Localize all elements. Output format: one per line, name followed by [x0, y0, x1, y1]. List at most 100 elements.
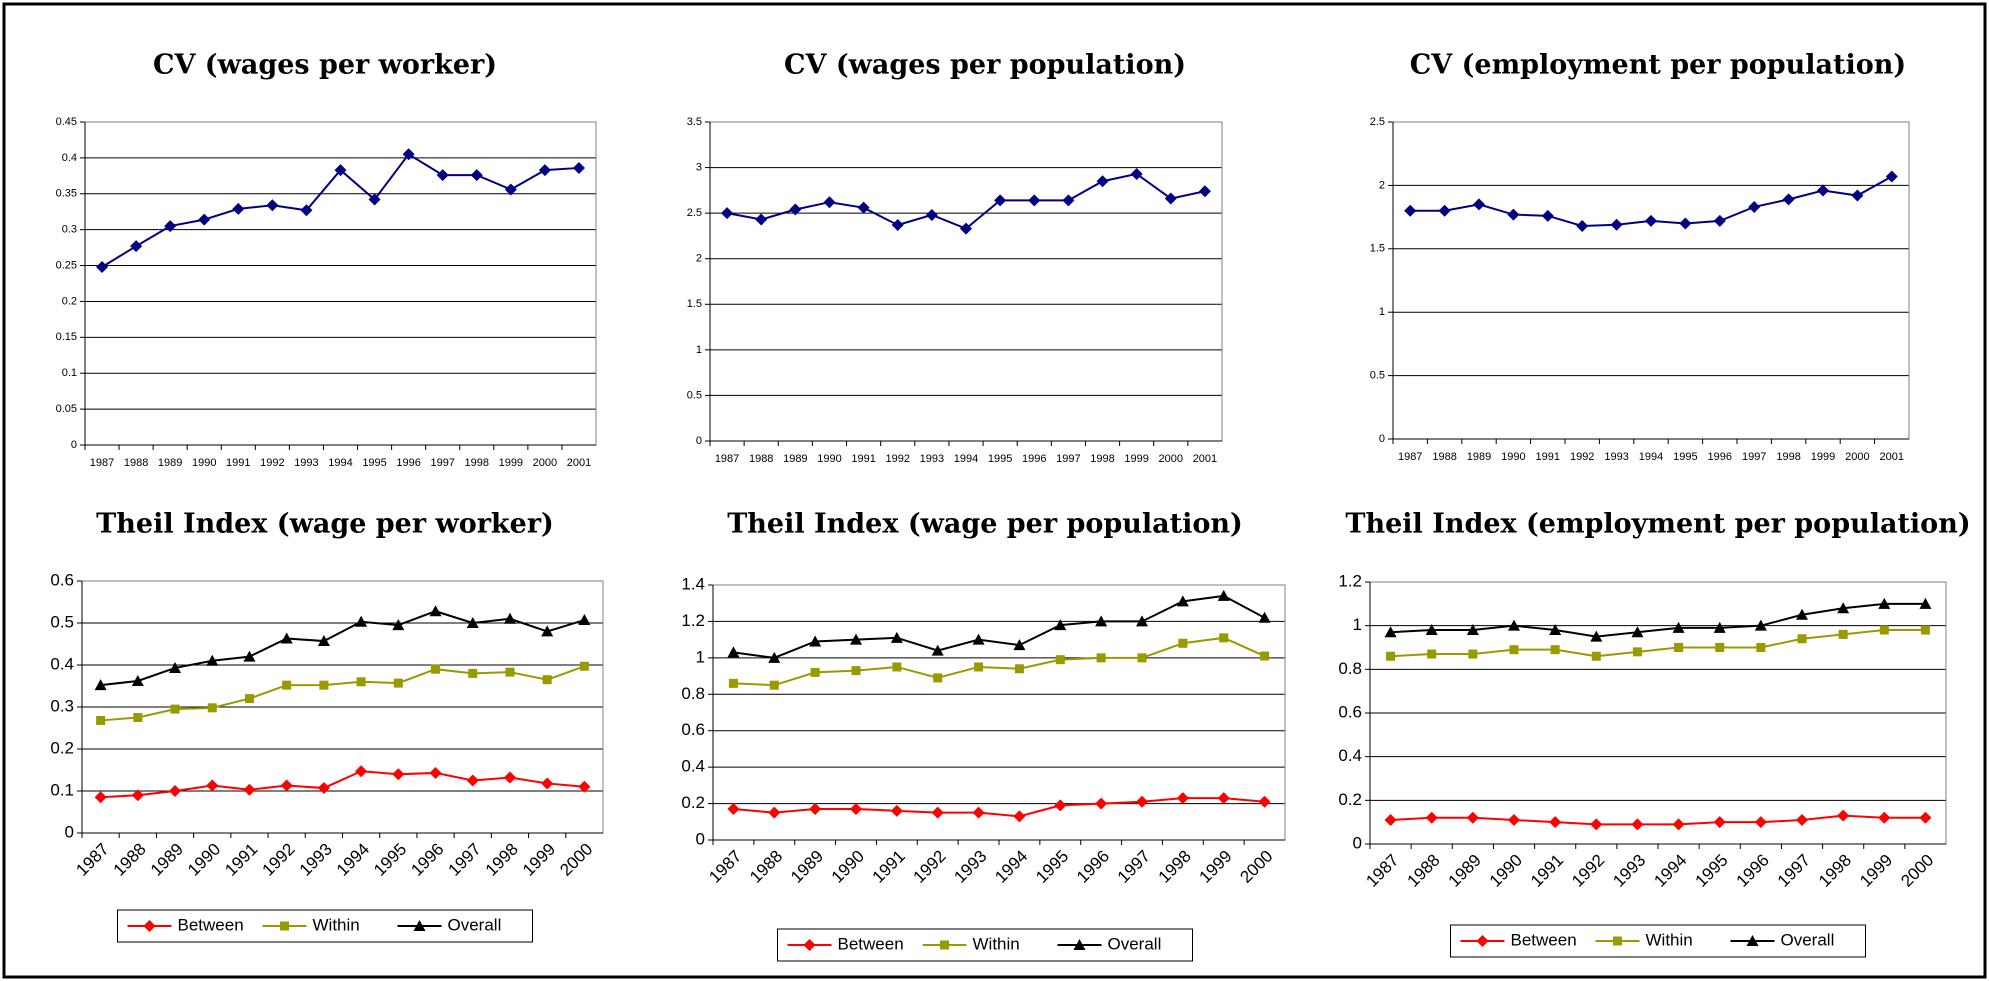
point	[356, 677, 366, 687]
x-tick-label: 1993	[1604, 451, 1628, 463]
point	[470, 169, 483, 182]
point	[1404, 204, 1417, 217]
x-tick-label: 2001	[1880, 451, 1904, 463]
legend-marker	[1476, 935, 1489, 947]
x-tick-label: 1999	[499, 457, 523, 469]
point	[789, 203, 802, 216]
point	[933, 673, 943, 683]
y-tick-label: 0.6	[1338, 702, 1362, 721]
x-tick-label: 1989	[1467, 451, 1491, 463]
point	[1258, 611, 1271, 623]
point	[1672, 621, 1685, 633]
point	[392, 768, 405, 781]
point	[1217, 589, 1230, 601]
y-tick-label: 0.05	[56, 403, 77, 415]
series-line	[100, 665, 585, 722]
point	[1384, 626, 1397, 638]
point	[755, 213, 768, 226]
point	[1838, 629, 1848, 639]
point	[1468, 649, 1478, 659]
point	[94, 791, 107, 804]
point	[857, 201, 870, 214]
point	[1748, 200, 1761, 213]
x-tick-label: 1997	[1056, 453, 1080, 465]
point	[1096, 653, 1106, 663]
x-tick-label: 1996	[1022, 453, 1046, 465]
point	[925, 208, 938, 221]
point	[538, 164, 551, 177]
legend-label: Overall	[1781, 930, 1835, 949]
point	[1796, 608, 1808, 620]
y-tick-label: 0	[1379, 433, 1385, 445]
x-tick-label: 2000	[1159, 453, 1183, 465]
x-tick-label: 1996	[1708, 451, 1732, 463]
point	[1590, 818, 1603, 831]
y-tick-label: 2.5	[687, 207, 702, 219]
point	[317, 782, 330, 795]
y-tick-label: 0.3	[62, 224, 77, 236]
point	[1879, 625, 1889, 635]
y-tick-label: 0	[696, 829, 705, 848]
x-tick-label: 1999	[1124, 453, 1148, 465]
series-line	[100, 610, 585, 687]
point	[319, 680, 329, 690]
x-tick-label: 1990	[817, 453, 841, 465]
x-tick-label: 1996	[396, 457, 420, 469]
point	[1576, 219, 1589, 232]
point	[133, 713, 143, 722]
x-tick-label: 2001	[1193, 453, 1217, 465]
point	[1473, 198, 1485, 211]
x-tick-label: 1995	[1673, 451, 1697, 463]
y-tick-label: 0	[696, 435, 702, 447]
point	[1509, 645, 1519, 655]
legend-marker	[940, 940, 949, 950]
point	[130, 240, 143, 253]
y-tick-label: 3.5	[687, 116, 702, 128]
point	[579, 661, 589, 671]
y-tick-label: 0.4	[62, 152, 77, 164]
x-tick-label: 1988	[749, 453, 773, 465]
point	[1674, 643, 1684, 652]
point	[300, 204, 313, 217]
point	[334, 164, 347, 177]
x-tick-label: 2000	[533, 457, 557, 469]
x-tick-label: 1991	[226, 457, 250, 469]
legend-marker	[413, 920, 426, 931]
point	[1541, 209, 1554, 222]
point	[1550, 645, 1560, 655]
point	[1176, 595, 1189, 607]
point	[1062, 194, 1075, 207]
point	[1219, 633, 1229, 643]
x-tick-label: 1990	[1501, 451, 1525, 463]
point	[368, 193, 381, 206]
legend-box	[1450, 924, 1866, 958]
point	[466, 774, 479, 787]
point	[1164, 192, 1177, 205]
point	[1713, 214, 1726, 227]
point	[1466, 811, 1479, 824]
x-tick-label: 2000	[1845, 451, 1869, 463]
legend-box	[117, 909, 533, 943]
point	[1632, 647, 1642, 657]
x-tick-label: 1994	[328, 457, 352, 469]
point	[1130, 167, 1143, 180]
point	[1507, 208, 1520, 221]
y-tick-label: 0.5	[687, 389, 702, 401]
point	[728, 678, 738, 688]
point	[727, 646, 740, 658]
series-line	[1390, 602, 1926, 638]
chart-title: Theil Index (employment per population)	[1345, 509, 1970, 540]
point	[169, 785, 182, 797]
point	[436, 169, 449, 182]
point	[243, 783, 256, 796]
point	[892, 662, 902, 672]
y-tick-label: 0.25	[56, 259, 77, 271]
y-tick-label: 2	[1379, 179, 1385, 191]
point	[972, 633, 985, 645]
point	[890, 631, 903, 643]
point	[994, 194, 1007, 207]
y-tick-label: 0.2	[50, 738, 74, 757]
legend-label: Between	[1511, 930, 1577, 949]
y-tick-label: 0.4	[50, 654, 74, 673]
point	[1260, 651, 1270, 661]
